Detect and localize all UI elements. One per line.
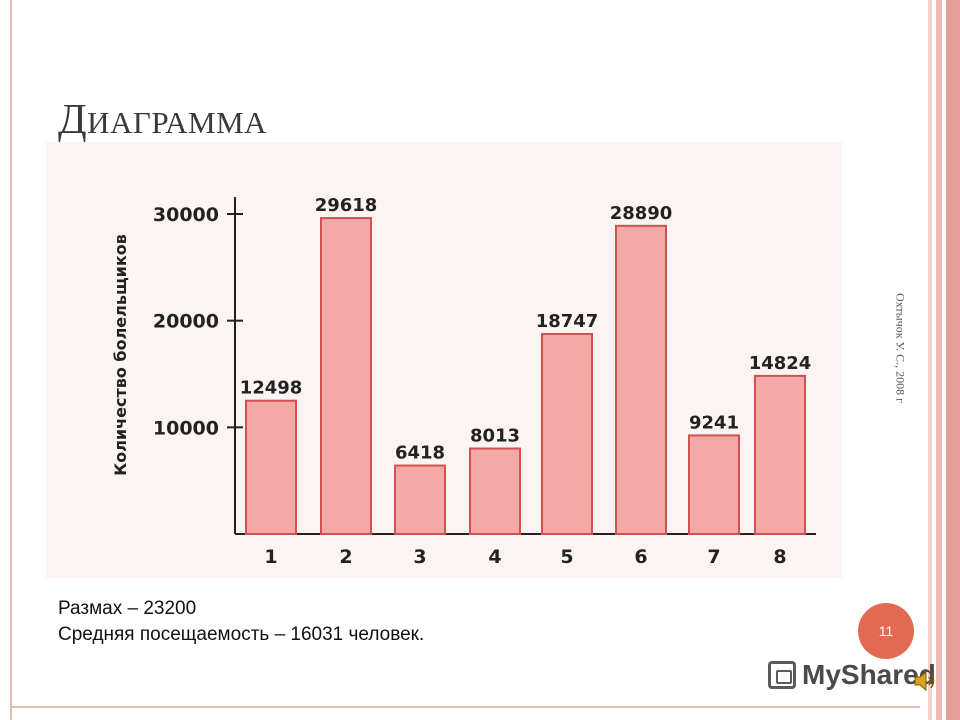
logo-text: MyShared [802, 659, 936, 690]
slide-title-first-letter: Д [58, 97, 88, 143]
bar-value-label: 9241 [689, 412, 739, 433]
x-tick-label: 1 [264, 546, 277, 568]
bar [688, 434, 740, 535]
bar [469, 447, 521, 536]
chart-panel: 10000 20000 30000 Количество болельщиков 124… [46, 142, 842, 578]
x-tick-label: 2 [339, 546, 352, 568]
bar-value-label: 8013 [470, 426, 520, 447]
slide-frame-left [10, 0, 12, 720]
page-number: 11 [878, 623, 894, 639]
stats-block: Размах – 23200 Средняя посещаемость – 16… [58, 596, 424, 648]
bar-value-label: 6418 [395, 443, 445, 464]
speaker-icon[interactable] [912, 668, 938, 694]
x-tick-label: 8 [773, 546, 786, 568]
side-credit: Охтычок У. С., 2008 г [893, 292, 908, 404]
y-tick-label: 20000 [153, 311, 219, 333]
bar [320, 217, 372, 535]
bar-value-label: 14824 [749, 353, 812, 374]
bar-value-label: 18747 [536, 311, 599, 332]
x-tick-label: 5 [560, 546, 573, 568]
bar-value-label: 28890 [610, 203, 673, 224]
bar [754, 374, 806, 535]
myshared-logo: MyShared [768, 655, 936, 695]
y-tick-label: 10000 [153, 417, 219, 439]
slide-title-rest: ИАГРАММА [87, 105, 268, 140]
page-number-badge: 11 [858, 603, 914, 659]
x-tick-label: 6 [634, 546, 647, 568]
monitor-logo-icon [768, 661, 796, 689]
y-tick-label: 30000 [153, 204, 219, 226]
y-axis-label: Количество болельщиков [111, 234, 130, 476]
slide-frame-bottom [10, 706, 920, 708]
x-tick-label: 4 [488, 546, 501, 568]
x-tick-label: 3 [413, 546, 426, 568]
slide-frame-right-stripes [920, 0, 960, 720]
bar-value-label: 29618 [315, 195, 378, 216]
bar [615, 224, 667, 535]
range-line: Размах – 23200 [58, 598, 197, 619]
bar [541, 333, 593, 535]
x-tick-label: 7 [707, 546, 720, 568]
bar [245, 399, 297, 535]
slide-title: ДИАГРАММА [58, 96, 267, 144]
bar [394, 464, 446, 535]
average-line: Средняя посещаемость – 16031 человек. [58, 624, 425, 645]
bar-value-label: 12498 [240, 378, 303, 399]
